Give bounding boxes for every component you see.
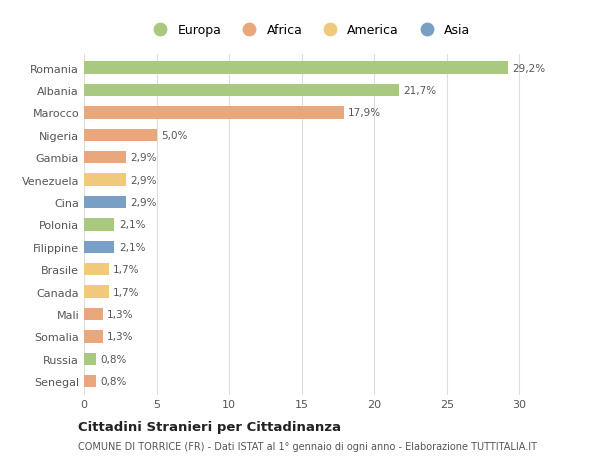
Bar — [84, 219, 115, 231]
Text: 2,9%: 2,9% — [130, 153, 157, 163]
Bar — [84, 85, 399, 97]
Bar — [84, 375, 95, 387]
Bar — [84, 353, 95, 365]
Bar — [84, 286, 109, 298]
Bar — [84, 263, 109, 276]
Text: 5,0%: 5,0% — [161, 130, 187, 140]
Text: 1,3%: 1,3% — [107, 309, 134, 319]
Text: 2,1%: 2,1% — [119, 242, 145, 252]
Bar — [84, 308, 103, 320]
Text: 1,3%: 1,3% — [107, 332, 134, 341]
Legend: Europa, Africa, America, Asia: Europa, Africa, America, Asia — [148, 24, 470, 37]
Text: COMUNE DI TORRICE (FR) - Dati ISTAT al 1° gennaio di ogni anno - Elaborazione TU: COMUNE DI TORRICE (FR) - Dati ISTAT al 1… — [78, 441, 537, 451]
Bar — [84, 330, 103, 343]
Bar — [84, 152, 126, 164]
Text: 2,9%: 2,9% — [130, 175, 157, 185]
Bar — [84, 62, 508, 75]
Bar — [84, 107, 344, 119]
Bar — [84, 129, 157, 142]
Text: 21,7%: 21,7% — [403, 86, 436, 96]
Text: Cittadini Stranieri per Cittadinanza: Cittadini Stranieri per Cittadinanza — [78, 420, 341, 433]
Text: 17,9%: 17,9% — [348, 108, 382, 118]
Text: 0,8%: 0,8% — [100, 376, 127, 386]
Text: 1,7%: 1,7% — [113, 264, 140, 274]
Bar — [84, 174, 126, 186]
Bar — [84, 196, 126, 209]
Text: 29,2%: 29,2% — [512, 63, 545, 73]
Text: 2,9%: 2,9% — [130, 197, 157, 207]
Text: 2,1%: 2,1% — [119, 220, 145, 230]
Text: 0,8%: 0,8% — [100, 354, 127, 364]
Bar — [84, 241, 115, 253]
Text: 1,7%: 1,7% — [113, 287, 140, 297]
